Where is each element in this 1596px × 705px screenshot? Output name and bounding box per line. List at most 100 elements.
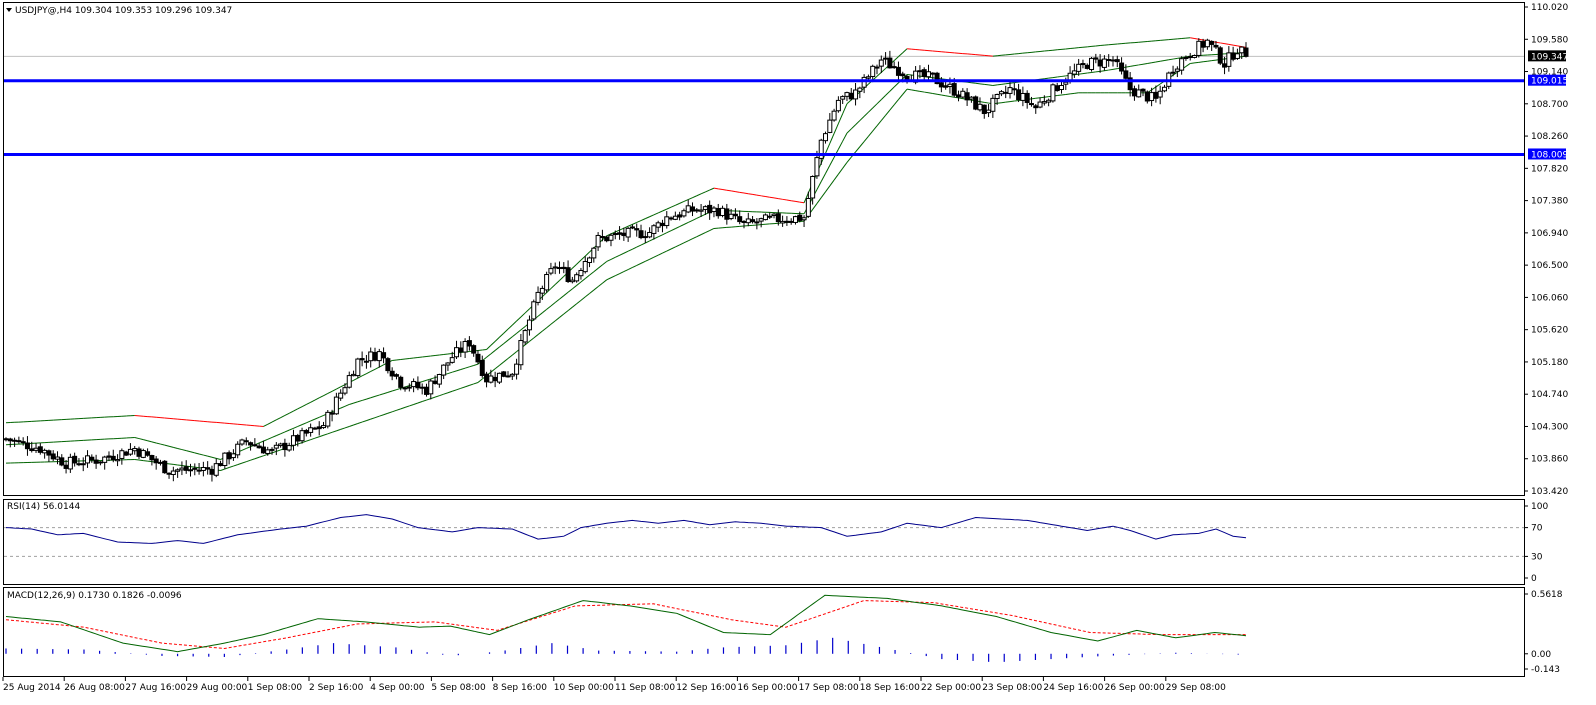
candlesticks <box>3 38 1249 482</box>
band-lower-segment <box>529 337 535 342</box>
band-middle-segment <box>825 165 831 174</box>
band-lower-segment <box>679 242 685 246</box>
band-middle-segment <box>138 438 144 441</box>
candle-body <box>402 387 408 390</box>
candle-body <box>647 231 653 238</box>
rsi-line <box>5 514 1247 544</box>
candle-body <box>690 206 696 212</box>
band-lower-segment <box>1057 94 1062 97</box>
candle-body <box>1230 52 1236 60</box>
candle-body <box>707 204 713 214</box>
band-lower-segment <box>379 414 384 417</box>
price-tick-label: 107.380 <box>1531 197 1568 207</box>
candle-body <box>351 373 357 377</box>
candle-body <box>552 266 558 269</box>
candle-body <box>1217 47 1223 64</box>
dropdown-triangle-icon[interactable] <box>6 8 12 12</box>
band-upper-segment <box>692 195 697 199</box>
band-middle-segment <box>271 435 277 438</box>
band-upper-segment <box>731 190 736 193</box>
band-middle-segment <box>507 336 513 341</box>
band-lower-segment <box>597 282 603 288</box>
candle-body <box>441 364 447 376</box>
band-middle-segment <box>1138 63 1144 66</box>
band-lower-segment <box>984 101 989 104</box>
band-upper-segment <box>623 225 629 229</box>
candle-body <box>106 455 112 458</box>
band-middle-segment <box>597 264 603 269</box>
candle-body <box>904 75 910 80</box>
band-lower-segment <box>563 310 569 315</box>
candle-body <box>1136 89 1142 98</box>
band-upper-segment <box>413 356 418 359</box>
band-middle-segment <box>636 244 642 248</box>
price-tick-label: 107.820 <box>1531 164 1568 174</box>
band-lower-segment <box>683 240 689 244</box>
band-lower-segment <box>898 94 904 100</box>
candle-body <box>1033 105 1039 109</box>
candle-body <box>1174 68 1180 72</box>
hline-price-label-0: 109.015 <box>1531 77 1568 87</box>
band-lower-segment <box>331 430 337 433</box>
time-tick-label: 23 Sep 08:00 <box>982 683 1042 693</box>
band-middle-segment <box>820 173 826 182</box>
price-tick-label: 106.940 <box>1531 229 1568 239</box>
band-middle-segment <box>473 363 479 366</box>
band-middle-segment <box>975 82 981 85</box>
band-upper-segment <box>713 187 719 190</box>
band-middle-segment <box>627 248 633 252</box>
candle-body <box>1204 39 1210 48</box>
band-lower-segment <box>396 408 401 411</box>
candle-body <box>338 392 344 399</box>
candle-body <box>1101 58 1107 68</box>
candle-body <box>582 261 588 273</box>
time-tick-label: 26 Sep 00:00 <box>1105 683 1165 693</box>
band-middle-segment <box>1057 75 1062 78</box>
candle-body <box>531 301 537 320</box>
band-upper-segment <box>426 355 431 357</box>
band-lower-segment <box>143 460 148 462</box>
band-lower-segment <box>177 464 182 467</box>
band-middle-segment <box>203 454 208 457</box>
band-lower-segment <box>1185 63 1191 67</box>
candle-body <box>226 452 232 460</box>
candle-body <box>720 207 726 217</box>
candle-body <box>359 358 365 361</box>
band-lower-segment <box>580 296 586 301</box>
candle-body <box>346 375 352 388</box>
band-middle-segment <box>486 353 492 358</box>
band-middle-segment <box>168 445 174 448</box>
candle-body <box>1007 87 1013 94</box>
candle-body <box>1020 93 1026 101</box>
band-upper-segment <box>323 393 329 397</box>
band-upper-segment <box>1237 45 1242 48</box>
candle-body <box>865 76 871 79</box>
candle-body <box>1161 86 1167 92</box>
band-middle-segment <box>370 395 376 399</box>
candle-body <box>235 443 241 456</box>
band-upper-segment <box>795 200 800 203</box>
candle-body <box>80 463 86 466</box>
hline-price-box-0: 109.015 <box>1528 74 1568 87</box>
band-lower-segment <box>550 320 556 325</box>
band-lower-segment <box>606 277 612 281</box>
band-lower-segment <box>473 381 479 385</box>
candle-body <box>462 340 468 353</box>
candle-body <box>608 234 614 241</box>
candle-body <box>368 351 374 362</box>
price-tick-label: 103.860 <box>1531 455 1568 465</box>
band-lower-segment <box>1009 100 1015 103</box>
band-middle-segment <box>559 295 565 300</box>
candle-body <box>853 89 859 100</box>
band-lower-segment <box>602 279 608 284</box>
band-lower-segment <box>220 468 225 471</box>
price-panel-frame <box>3 2 1525 496</box>
band-upper-segment <box>580 255 586 261</box>
band-middle-segment <box>1108 68 1114 71</box>
candle-body <box>321 425 327 429</box>
band-middle-segment <box>422 379 427 383</box>
candle-body <box>702 206 708 210</box>
candle-body <box>149 455 155 461</box>
band-upper-segment <box>709 187 715 191</box>
